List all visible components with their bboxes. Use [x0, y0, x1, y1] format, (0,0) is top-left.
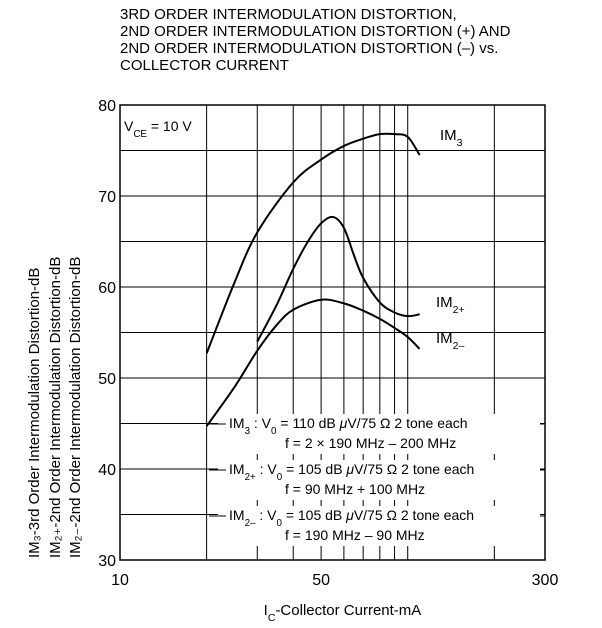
annotations: VCE = 10 V IM3 IM2+ IM2– IM3 : V0 = 110 dB μ…: [124, 118, 545, 546]
x-tick-label: 300: [532, 572, 559, 589]
curve-label-im3: IM3: [440, 127, 463, 149]
tick-labels: 30 40 50 60 70 80 10 50 300 IC-Collector Current-…: [98, 98, 558, 624]
title-line: COLLECTOR CURRENT: [120, 57, 289, 74]
legend-frequency-0: f = 2 × 190 MHz – 200 MHz: [285, 435, 456, 451]
curves: [205, 132, 421, 427]
legend-frequency-1: f = 90 MHz + 100 MHz: [285, 481, 425, 497]
legend-backdrop: [218, 414, 540, 454]
series-line-2: [205, 298, 421, 427]
series-line-1: [256, 215, 420, 343]
legend-entry-0: IM3 : V0 = 110 dB μV/75 Ω 2 tone each: [229, 415, 468, 437]
x-tick-label: 10: [111, 572, 129, 589]
legend-entry-1: IM2+ : V0 = 105 dB μV/75 Ω 2 tone each: [229, 461, 474, 483]
y-tick-label: 60: [98, 280, 116, 297]
title-line: 2ND ORDER INTERMODULATION DISTORTION (–)…: [120, 40, 499, 57]
legend-entry-2: IM2– : V0 = 105 dB μV/75 Ω 2 tone each: [229, 507, 474, 529]
legend-frequency-2: f = 190 MHz – 90 MHz: [285, 527, 425, 543]
condition-label: VCE = 10 V: [124, 118, 192, 140]
y-tick-label: 80: [98, 98, 116, 115]
y-tick-label: 40: [98, 462, 116, 479]
y-tick-label: 30: [98, 553, 116, 570]
title-line: 2ND ORDER INTERMODULATION DISTORTION (+)…: [120, 23, 511, 40]
y-tick-label: 70: [98, 189, 116, 206]
series-line-0: [205, 132, 421, 354]
curve-label-im2-plus: IM2+: [436, 294, 465, 316]
x-tick-label: 50: [312, 572, 330, 589]
legend-backdrop: [218, 506, 540, 546]
chart-title: 3RD ORDER INTERMODULATION DISTORTION, 2N…: [120, 6, 590, 74]
plot-frame: [119, 104, 546, 561]
x-axis-label: IC-Collector Current-mA: [264, 602, 422, 624]
title-line: 3RD ORDER INTERMODULATION DISTORTION,: [120, 6, 457, 23]
y-tick-label: 50: [98, 371, 116, 388]
curve-label-im2-minus: IM2–: [436, 330, 465, 352]
legend-backdrop: [218, 460, 540, 500]
